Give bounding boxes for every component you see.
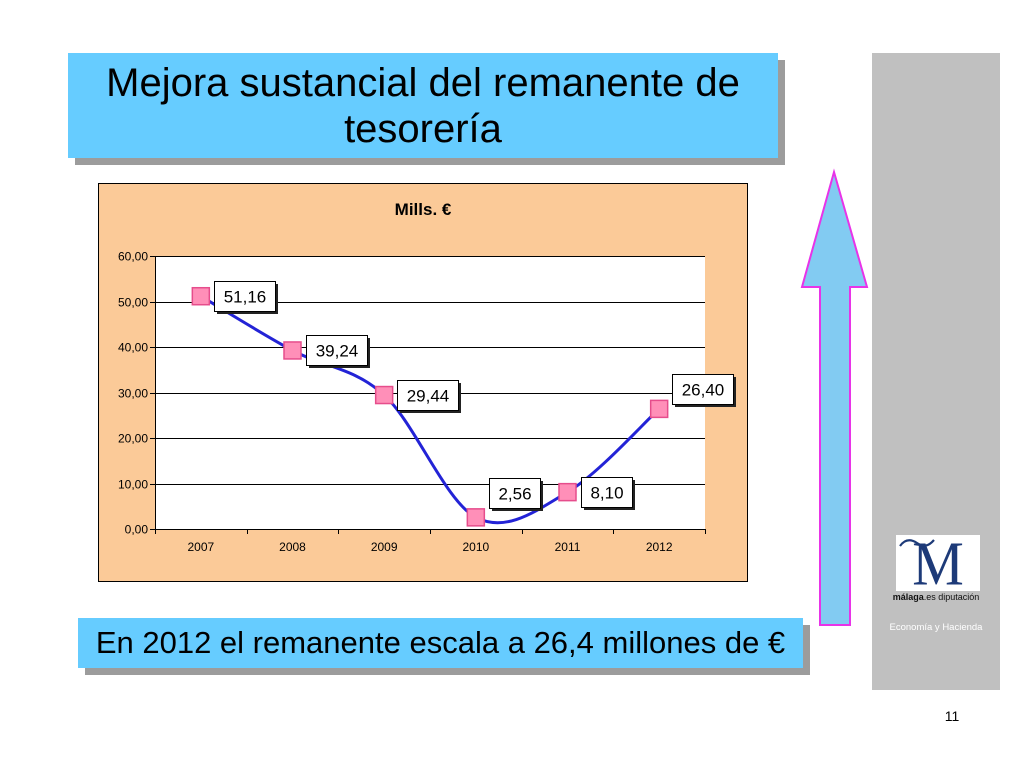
logo-name-rest: .es diputación xyxy=(923,592,980,602)
summary-caption: En 2012 el remanente escala a 26,4 millo… xyxy=(95,625,786,660)
data-label-text: 2,56 xyxy=(498,485,531,504)
data-label-text: 39,24 xyxy=(316,342,359,361)
line-chart: Mills. € 0,00 10,00 20,00 30,00 40,00 50,00 60… xyxy=(98,183,748,582)
side-panel: M málaga.es diputación Economía y Hacien… xyxy=(872,53,1000,690)
department-label: Economía y Hacienda xyxy=(889,622,983,633)
x-axis-tick-labels: 2007 2008 2009 2010 2011 2012 xyxy=(187,540,672,554)
data-label-box xyxy=(672,374,734,405)
data-label-box xyxy=(489,478,541,509)
summary-caption-box: En 2012 el remanente escala a 26,4 millo… xyxy=(78,618,803,668)
data-label-box xyxy=(306,335,368,366)
data-label-2009: 29,44 xyxy=(397,380,461,413)
x-tick-label-2010: 2010 xyxy=(462,540,489,554)
logo-swoosh-icon xyxy=(899,539,935,547)
x-tick-label-2012: 2012 xyxy=(646,540,673,554)
data-label-text: 8,10 xyxy=(590,484,623,503)
data-label-2007: 51,16 xyxy=(214,281,278,314)
data-point-2012 xyxy=(649,399,669,419)
data-label-text: 26,40 xyxy=(682,381,725,400)
y-axis-tick-labels: 0,00 10,00 20,00 30,00 40,00 50,00 60,00 xyxy=(118,250,148,537)
data-point-2007 xyxy=(191,286,211,306)
x-tick-label-2009: 2009 xyxy=(371,540,398,554)
x-tick-label-2007: 2007 xyxy=(187,540,214,554)
data-point-2010 xyxy=(466,508,486,527)
logo-name-bold: málaga xyxy=(892,592,924,602)
up-arrow-icon xyxy=(800,168,869,626)
data-label-2010: 2,56 xyxy=(489,478,543,511)
malaga-logo: M xyxy=(896,535,980,591)
up-arrow-shape xyxy=(800,168,869,626)
data-label-2008: 39,24 xyxy=(306,335,370,368)
y-tick-label: 30,00 xyxy=(118,387,148,401)
data-label-text: 51,16 xyxy=(224,288,267,307)
data-label-2012: 26,40 xyxy=(672,374,736,407)
x-tick-label-2011: 2011 xyxy=(555,540,581,554)
y-tick-label: 20,00 xyxy=(118,432,148,446)
y-tick-label: 10,00 xyxy=(118,478,148,492)
data-label-2011: 8,10 xyxy=(581,477,635,510)
data-label-box xyxy=(397,380,459,411)
logo-name: málaga.es diputación xyxy=(872,592,1000,603)
axes xyxy=(150,256,706,534)
data-labels: 51,16 39,24 29,44 2,56 8,10 26,40 xyxy=(214,281,736,511)
y-tick-label: 50,00 xyxy=(118,296,148,310)
data-label-box xyxy=(214,281,276,312)
data-label-box xyxy=(581,477,633,508)
chart-title: Mills. € xyxy=(395,200,452,219)
y-tick-label: 60,00 xyxy=(118,250,148,264)
y-tick-label: 0,00 xyxy=(125,523,149,537)
x-tick-label-2008: 2008 xyxy=(279,540,306,554)
data-point-2011 xyxy=(558,482,577,502)
y-tick-label: 40,00 xyxy=(118,341,148,355)
logo-swoosh-stroke xyxy=(899,539,935,547)
data-label-text: 29,44 xyxy=(407,387,450,406)
data-point-2008 xyxy=(283,341,302,360)
slide-title-box: Mejora sustancial del remanente de tesor… xyxy=(68,53,778,158)
data-markers xyxy=(191,286,669,527)
page-number: 11 xyxy=(944,708,960,724)
data-point-2009 xyxy=(374,385,394,405)
slide-title: Mejora sustancial del remanente de tesor… xyxy=(106,60,740,151)
